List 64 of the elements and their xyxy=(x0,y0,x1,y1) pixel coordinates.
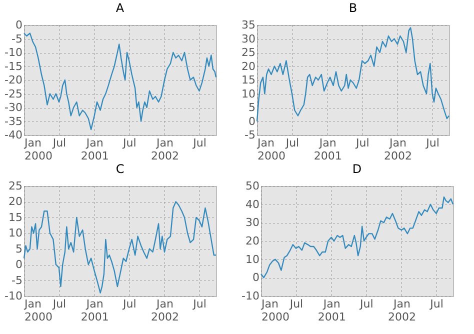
chart-title: A xyxy=(116,1,125,15)
y-tick-label: -10 xyxy=(4,290,22,302)
x-tick-label: Jul xyxy=(288,298,304,310)
y-tick-label: 35 xyxy=(242,18,256,32)
x-tick-label: Jul xyxy=(358,298,374,310)
y-tick-label: 10 xyxy=(246,252,260,266)
x-tick-label: Jan 2002 xyxy=(388,298,416,324)
y-tick-label: 25 xyxy=(242,46,256,59)
line-series xyxy=(23,32,217,130)
y-tick-label: 15 xyxy=(242,74,256,86)
y-tick-label: 5 xyxy=(248,101,256,114)
y-tick-label: 20 xyxy=(242,60,256,73)
x-tick-label: Jan 2000 xyxy=(260,298,290,324)
y-tick-label: 25 xyxy=(8,180,22,192)
y-tick-label: 5 xyxy=(16,242,22,256)
x-tick-label: Jan 2001 xyxy=(80,298,109,324)
y-tick-label: -5 xyxy=(12,274,22,287)
x-tick-label: Jan 2001 xyxy=(314,136,342,162)
y-tick-label: 10 xyxy=(8,226,22,240)
x-tick-label: Jan 2002 xyxy=(150,136,179,162)
y-tick-label: 10 xyxy=(242,87,256,100)
y-tick-label: 0 xyxy=(16,258,22,272)
x-tick-label: Jul xyxy=(425,136,440,150)
x-tick-label: Jul xyxy=(52,136,66,150)
y-tick-label: 40 xyxy=(246,198,260,211)
line-series xyxy=(23,201,217,294)
y-tick-label: -30 xyxy=(4,101,22,114)
y-tick-label: 30 xyxy=(242,32,256,46)
x-tick-label: Jan 2002 xyxy=(384,136,412,162)
x-tick-label: Jul xyxy=(192,298,206,310)
y-tick-label: -10 xyxy=(4,46,22,59)
y-tick-label: 30 xyxy=(246,216,260,230)
x-tick-label: Jan 2001 xyxy=(318,298,346,324)
line-series xyxy=(260,196,454,278)
x-tick-label: Jul xyxy=(122,298,136,310)
y-tick-label: -20 xyxy=(4,74,22,86)
x-tick-label: Jan 2001 xyxy=(80,136,109,162)
y-tick-label: 50 xyxy=(246,180,260,192)
x-tick-label: Jan 2002 xyxy=(150,298,179,324)
x-tick-label: Jul xyxy=(122,136,136,150)
x-tick-label: Jul xyxy=(429,298,444,310)
x-tick-label: Jul xyxy=(284,136,300,150)
y-tick-label: -5 xyxy=(12,32,22,46)
y-tick-label: -15 xyxy=(4,60,22,73)
chart-title: B xyxy=(348,1,358,15)
x-tick-label: Jan 2000 xyxy=(24,298,52,324)
x-tick-label: Jan 2000 xyxy=(24,136,52,162)
y-tick-label: 15 xyxy=(8,210,22,224)
y-tick-label: 20 xyxy=(246,234,260,248)
y-tick-label: 0 xyxy=(16,18,22,32)
y-tick-label: -40 xyxy=(4,128,22,142)
y-tick-label: -25 xyxy=(4,87,22,100)
y-tick-label: 0 xyxy=(248,114,256,128)
y-tick-label: -35 xyxy=(4,114,22,128)
x-tick-label: Jul xyxy=(354,136,370,150)
y-tick-label: -5 xyxy=(244,128,256,142)
chart-title: D xyxy=(352,162,362,176)
y-tick-label: -10 xyxy=(242,290,260,302)
x-tick-label: Jul xyxy=(52,298,66,310)
x-tick-label: Jul xyxy=(192,136,206,150)
y-tick-label: 20 xyxy=(8,195,22,208)
x-tick-label: Jan 2000 xyxy=(256,136,286,162)
y-tick-label: 0 xyxy=(252,271,260,284)
chart-title: C xyxy=(116,162,124,176)
